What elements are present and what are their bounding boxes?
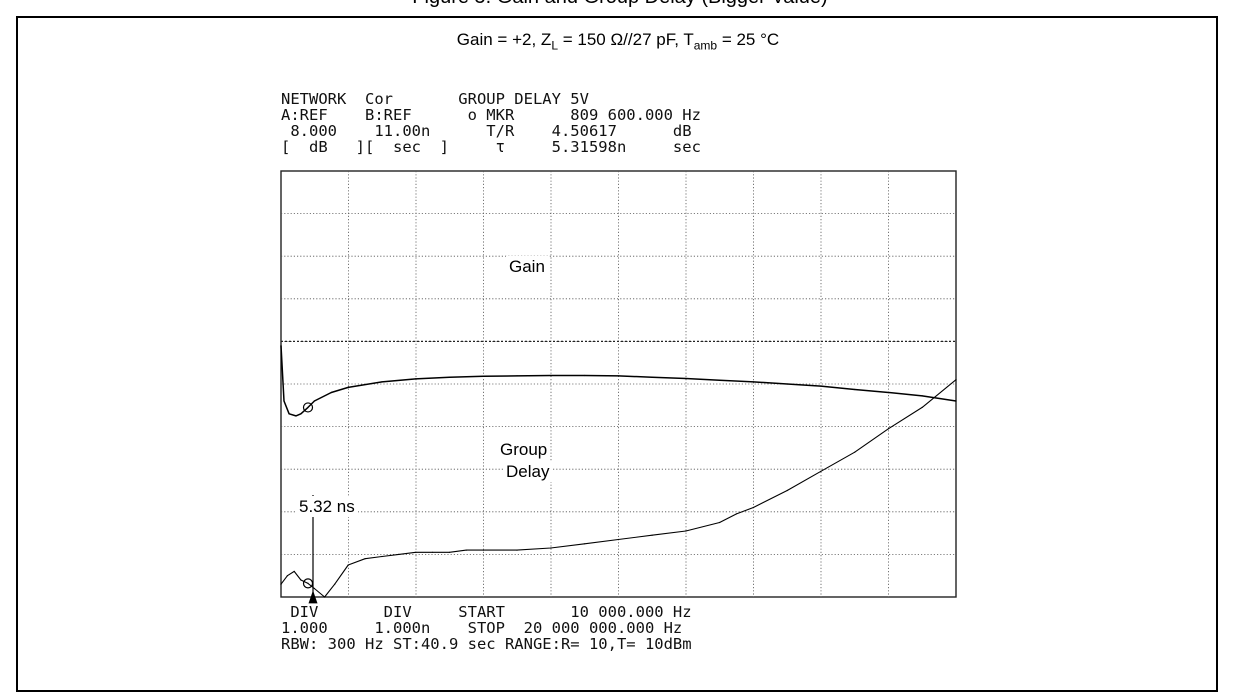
cond-z: Z bbox=[540, 30, 552, 49]
gain-point bbox=[516, 375, 518, 377]
gain-point bbox=[288, 413, 290, 415]
gain-point bbox=[300, 413, 302, 415]
figure-title-clip: Figure 5. Gain and Group Delay (Bigger V… bbox=[340, 0, 900, 14]
footer-line: RBW: 300 Hz ST:40.9 sec RANGE:R= 10,T= 1… bbox=[281, 635, 692, 653]
gain-point bbox=[347, 386, 349, 388]
group-delay-point bbox=[415, 551, 417, 553]
gain-marker bbox=[302, 402, 314, 413]
gain-point bbox=[330, 391, 332, 394]
group-delay-point bbox=[280, 583, 282, 585]
group-delay-trace bbox=[280, 379, 957, 598]
cond-temp: = 25 °C bbox=[717, 30, 780, 49]
figure-title: Figure 5. Gain and Group Delay (Bigger V… bbox=[340, 0, 900, 9]
gain-point bbox=[295, 415, 297, 417]
group-delay-point bbox=[398, 553, 400, 556]
group-delay-point bbox=[381, 555, 383, 558]
analyzer-header: NETWORK Cor GROUP DELAY 5V A:REF B:REF o… bbox=[281, 91, 701, 155]
cond-z-sub: L bbox=[551, 38, 558, 53]
group-delay-point bbox=[313, 587, 315, 590]
group-delay-point bbox=[324, 596, 326, 598]
gain-point bbox=[786, 383, 788, 385]
gain-point bbox=[921, 395, 923, 397]
group-delay-point bbox=[286, 575, 288, 577]
gain-point bbox=[313, 400, 315, 402]
analyzer-footer: DIV DIV START 10 000.000 Hz 1.000 1.000n… bbox=[281, 604, 692, 652]
group-delay-point bbox=[482, 549, 484, 551]
group-delay-point bbox=[432, 551, 434, 553]
gain-point bbox=[820, 385, 822, 387]
group-delay-point bbox=[921, 406, 923, 408]
gain-point bbox=[482, 375, 484, 377]
group-delay-point bbox=[334, 583, 336, 585]
footer-line: DIV DIV START 10 000.000 Hz bbox=[281, 603, 692, 621]
gain-point bbox=[550, 374, 552, 377]
gain-point bbox=[280, 345, 282, 347]
test-conditions: Gain = +2, ZL = 150 Ω//27 pF, Tamb = 25 … bbox=[0, 30, 1236, 52]
header-line: 8.000 11.00n T/R 4.50617 dB bbox=[281, 122, 692, 140]
header-line: A:REF B:REF o MKR 809 600.000 Hz bbox=[281, 106, 701, 124]
gain-point bbox=[307, 406, 309, 408]
footer-line: 1.000 1.000n STOP 20 000 000.000 Hz bbox=[281, 619, 683, 637]
gain-point bbox=[584, 374, 586, 377]
plot-grid bbox=[281, 171, 956, 597]
group-delay-point bbox=[465, 549, 467, 551]
gain-point bbox=[448, 376, 451, 378]
gain-point bbox=[685, 377, 687, 380]
gain-label: Gain bbox=[506, 256, 548, 277]
figure-frame bbox=[16, 16, 1218, 692]
marker-arrow-head bbox=[308, 590, 318, 604]
cond-t: T bbox=[683, 30, 694, 49]
cond-load: = 150 Ω//27 pF, bbox=[558, 30, 679, 49]
group-delay-point bbox=[617, 538, 619, 541]
group-delay-point bbox=[584, 543, 586, 545]
group-delay-point bbox=[786, 489, 788, 492]
gain-point bbox=[651, 376, 653, 378]
gain-point bbox=[617, 375, 619, 377]
group-delay-point bbox=[719, 521, 721, 524]
group-delay-point bbox=[735, 513, 738, 515]
group-delay-point bbox=[651, 534, 653, 536]
group-delay-point bbox=[300, 579, 302, 581]
header-line: [ dB ][ sec ] τ 5.31598n sec bbox=[281, 138, 701, 156]
group-delay-point bbox=[752, 506, 755, 509]
group-delay-point bbox=[347, 564, 349, 566]
group-delay-point bbox=[516, 549, 518, 551]
group-delay-point bbox=[685, 530, 687, 532]
gain-point bbox=[283, 400, 285, 402]
header-line: NETWORK Cor GROUP DELAY 5V bbox=[281, 90, 589, 108]
group-delay-point bbox=[955, 379, 957, 381]
group-delay-point bbox=[820, 470, 822, 472]
group-delay-point bbox=[364, 558, 366, 560]
cond-gain: Gain = +2, bbox=[456, 30, 537, 49]
marker-value-label: 5.32 ns bbox=[296, 496, 358, 517]
delay-label: Delay bbox=[503, 461, 553, 482]
gain-point bbox=[752, 381, 755, 383]
group-delay-point bbox=[550, 547, 552, 549]
gain-point bbox=[955, 400, 957, 402]
gain-point bbox=[887, 391, 890, 394]
group-label: Group bbox=[497, 439, 551, 460]
gain-point bbox=[854, 388, 856, 391]
gain-point bbox=[719, 379, 721, 381]
group-delay-point bbox=[448, 551, 451, 553]
group-delay-point bbox=[854, 451, 856, 453]
group-delay-point bbox=[887, 428, 890, 430]
group-delay-point bbox=[293, 570, 295, 573]
cond-t-sub: amb bbox=[693, 38, 718, 53]
gain-point bbox=[381, 381, 383, 383]
gain-point bbox=[415, 378, 417, 380]
group-delay-point bbox=[307, 582, 309, 585]
